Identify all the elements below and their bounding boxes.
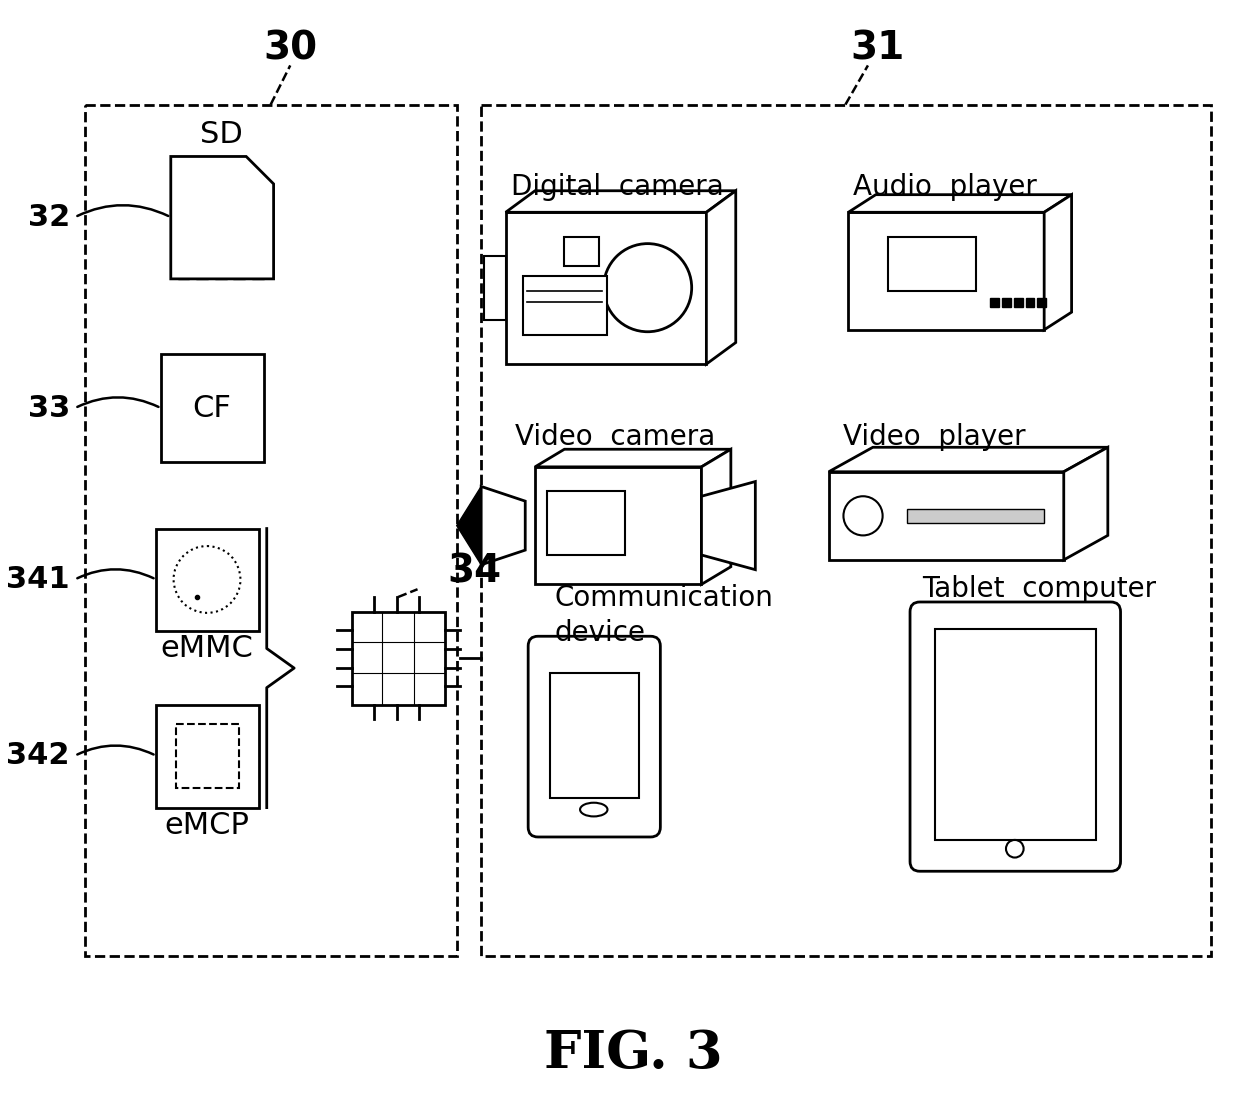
Bar <box>534 467 702 584</box>
Text: CF: CF <box>192 394 232 423</box>
Bar <box>233 260 246 278</box>
Bar <box>156 705 259 807</box>
Polygon shape <box>1064 447 1107 560</box>
Bar <box>156 529 259 631</box>
Text: Video  player: Video player <box>843 423 1025 450</box>
Text: Audio  player: Audio player <box>853 173 1037 201</box>
Text: 34: 34 <box>446 552 501 591</box>
Bar <box>991 298 999 307</box>
Bar <box>1038 298 1047 307</box>
Bar <box>215 260 227 278</box>
Polygon shape <box>171 156 274 278</box>
Bar <box>828 471 1064 560</box>
Bar <box>908 509 1044 522</box>
FancyBboxPatch shape <box>910 602 1121 872</box>
Text: 342: 342 <box>6 741 69 771</box>
Bar <box>523 276 606 335</box>
Bar <box>1002 298 1011 307</box>
FancyBboxPatch shape <box>528 637 661 837</box>
Bar <box>484 256 506 321</box>
Polygon shape <box>702 449 730 584</box>
Text: eMMC: eMMC <box>160 634 253 663</box>
Text: Tablet  computer: Tablet computer <box>921 574 1156 602</box>
Bar <box>176 724 239 788</box>
Polygon shape <box>1044 195 1071 329</box>
Polygon shape <box>848 195 1071 212</box>
Polygon shape <box>534 449 730 467</box>
Bar <box>1014 298 1023 307</box>
Text: SD: SD <box>201 121 243 150</box>
Bar <box>848 212 1044 329</box>
Polygon shape <box>828 447 1107 471</box>
Bar <box>161 354 264 462</box>
Bar <box>177 260 190 278</box>
Text: Video  camera: Video camera <box>516 423 715 450</box>
Bar <box>252 260 264 278</box>
Bar <box>84 104 456 956</box>
Text: 31: 31 <box>851 30 905 68</box>
Bar <box>549 673 639 797</box>
Bar <box>481 104 1210 956</box>
Bar <box>935 630 1096 840</box>
Polygon shape <box>702 481 755 570</box>
Ellipse shape <box>580 803 608 816</box>
Bar <box>564 236 599 266</box>
Polygon shape <box>456 487 481 564</box>
Text: Digital  camera: Digital camera <box>511 173 723 201</box>
Polygon shape <box>506 191 735 212</box>
Bar <box>196 260 208 278</box>
Text: Communication
device: Communication device <box>554 584 774 647</box>
Text: eMCP: eMCP <box>165 811 249 840</box>
Bar <box>888 236 976 291</box>
Text: 30: 30 <box>263 30 317 68</box>
Bar <box>547 491 625 554</box>
Bar <box>352 612 445 705</box>
Polygon shape <box>707 191 735 364</box>
Text: FIG. 3: FIG. 3 <box>543 1028 722 1079</box>
Text: 341: 341 <box>6 564 69 594</box>
Bar <box>506 212 707 364</box>
Text: 32: 32 <box>27 203 69 232</box>
Polygon shape <box>481 487 526 564</box>
Bar <box>1025 298 1034 307</box>
Text: 33: 33 <box>27 394 69 423</box>
